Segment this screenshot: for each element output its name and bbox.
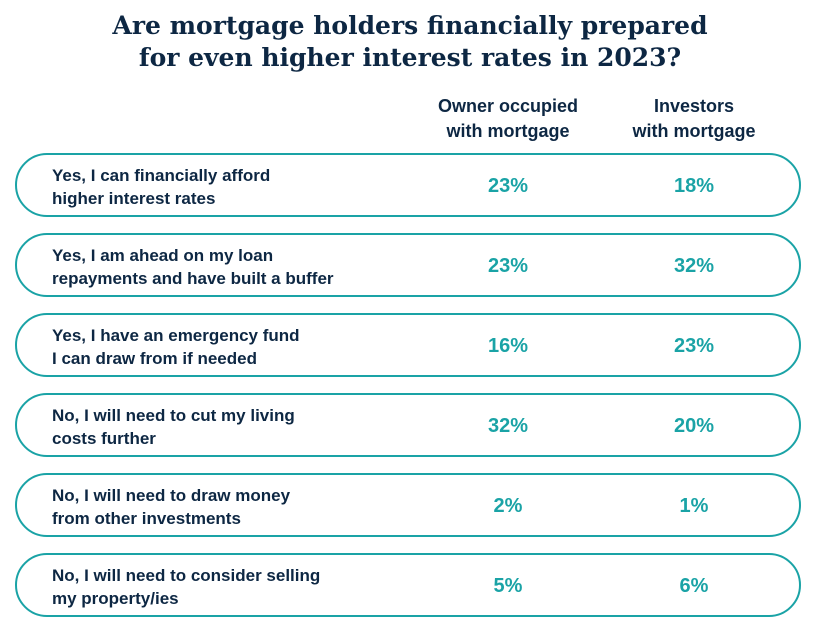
value-investors: 32% xyxy=(673,255,715,277)
table-row: No, I will need to draw money from other… xyxy=(15,473,801,537)
row-label: No, I will need to draw money from other… xyxy=(52,484,432,530)
column-header-line-1: Owner occupied xyxy=(437,96,579,116)
value-investors: 18% xyxy=(673,175,715,197)
table-row: Yes, I can financially afford higher int… xyxy=(15,153,801,217)
column-header-line-2: with mortgage xyxy=(632,121,756,141)
row-label-line-1: Yes, I am ahead on my loan xyxy=(52,246,274,265)
table-row: No, I will need to cut my living costs f… xyxy=(15,393,801,457)
row-label: No, I will need to cut my living costs f… xyxy=(52,404,432,450)
value-owner-occupied: 23% xyxy=(487,255,529,277)
row-label-line-2: higher interest rates xyxy=(52,189,216,208)
table-row: Yes, I have an emergency fund I can draw… xyxy=(15,313,801,377)
chart-title: Are mortgage holders financially prepare… xyxy=(0,10,820,74)
value-investors: 20% xyxy=(673,415,715,437)
value-owner-occupied: 16% xyxy=(487,335,529,357)
value-investors: 6% xyxy=(679,575,709,597)
table-row: Yes, I am ahead on my loan repayments an… xyxy=(15,233,801,297)
value-investors: 23% xyxy=(673,335,715,357)
row-label-line-1: No, I will need to cut my living xyxy=(52,406,295,425)
row-label: Yes, I have an emergency fund I can draw… xyxy=(52,324,432,370)
row-label-line-1: Yes, I can financially afford xyxy=(52,166,271,185)
row-label-line-1: No, I will need to consider selling xyxy=(52,566,321,585)
value-investors: 1% xyxy=(679,495,709,517)
chart-title-line-2: for even higher interest rates in 2023? xyxy=(138,43,682,72)
value-owner-occupied: 2% xyxy=(493,495,523,517)
row-label-line-1: Yes, I have an emergency fund xyxy=(52,326,300,345)
row-label-line-2: repayments and have built a buffer xyxy=(52,269,334,288)
row-label: Yes, I can financially afford higher int… xyxy=(52,164,432,210)
row-label-line-2: costs further xyxy=(52,429,156,448)
row-label-line-2: I can draw from if needed xyxy=(52,349,257,368)
row-label-line-2: from other investments xyxy=(52,509,241,528)
column-header-line-1: Investors xyxy=(653,96,735,116)
column-header-owner-occupied: Owner occupied with mortgage xyxy=(408,94,608,144)
row-label: No, I will need to consider selling my p… xyxy=(52,564,432,610)
table-row: No, I will need to consider selling my p… xyxy=(15,553,801,617)
table-rows: Yes, I can financially afford higher int… xyxy=(15,153,801,633)
column-header-line-2: with mortgage xyxy=(446,121,570,141)
row-label-line-1: No, I will need to draw money xyxy=(52,486,291,505)
row-label-line-2: my property/ies xyxy=(52,589,179,608)
column-header-investors: Investors with mortgage xyxy=(594,94,794,144)
value-owner-occupied: 32% xyxy=(487,415,529,437)
value-owner-occupied: 5% xyxy=(493,575,523,597)
row-label: Yes, I am ahead on my loan repayments an… xyxy=(52,244,432,290)
chart-title-line-1: Are mortgage holders financially prepare… xyxy=(112,11,708,40)
value-owner-occupied: 23% xyxy=(487,175,529,197)
